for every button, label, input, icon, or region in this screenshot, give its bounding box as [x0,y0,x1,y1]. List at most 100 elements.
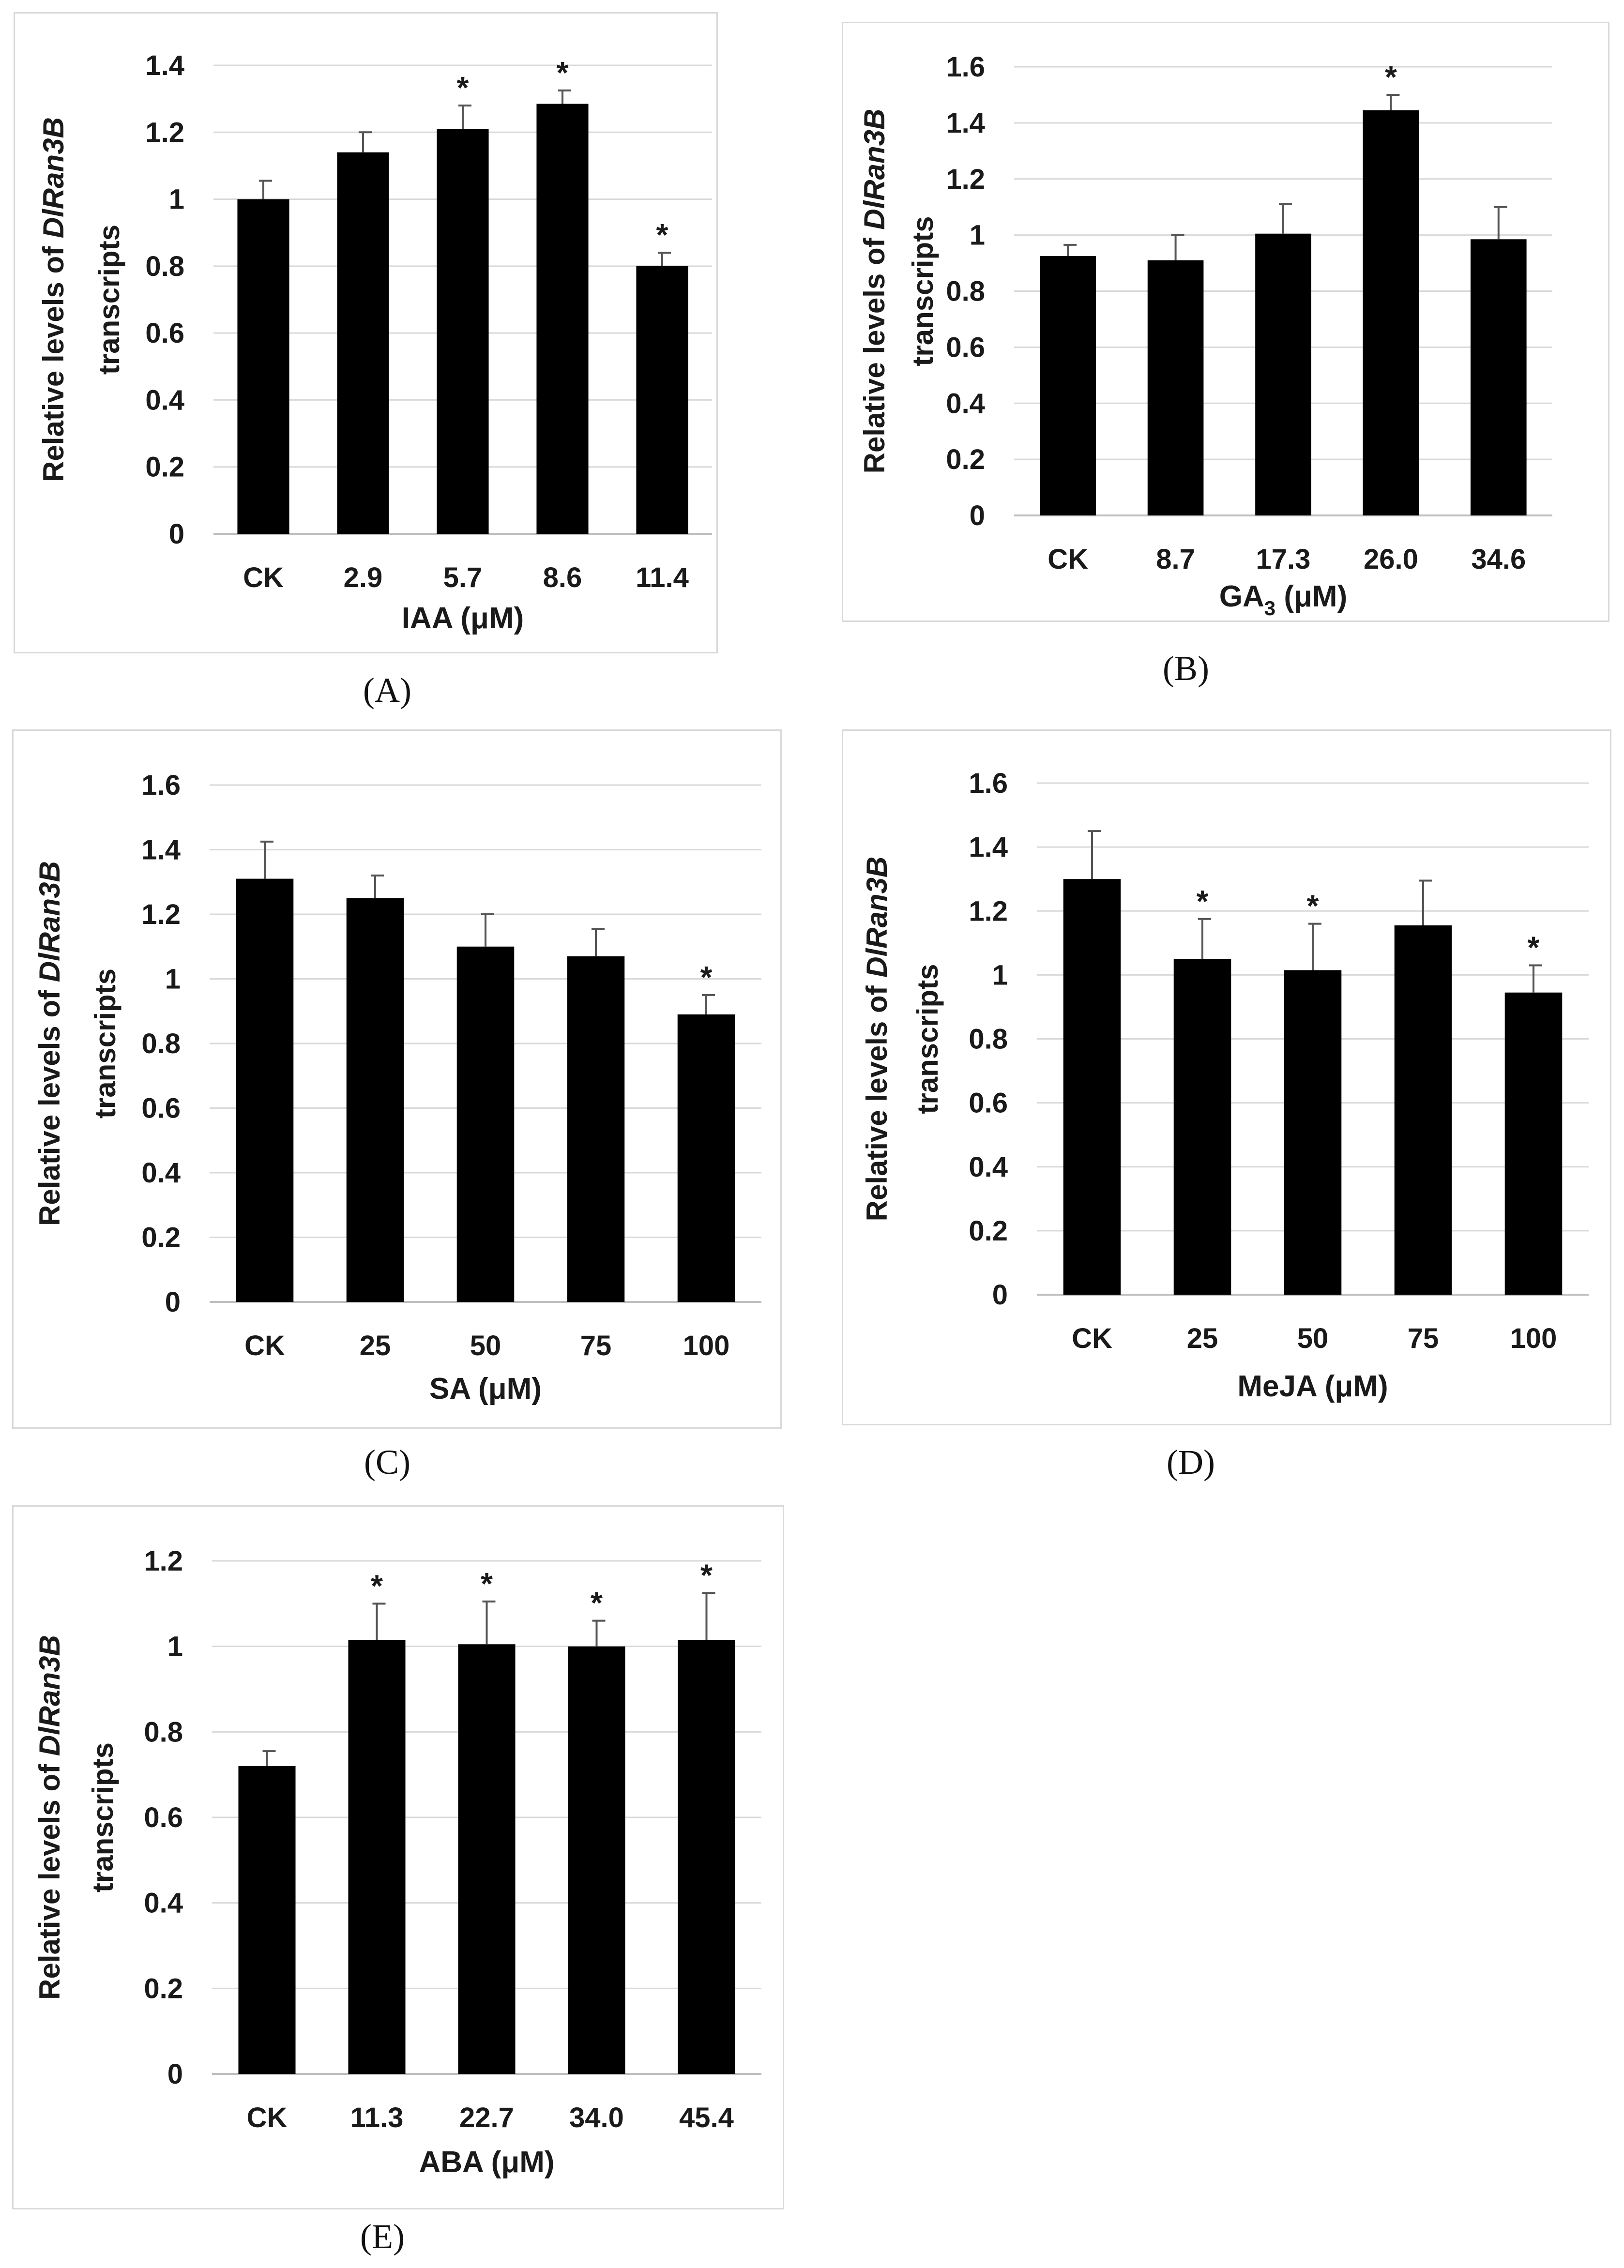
panel-label-b: (B) [1163,649,1209,688]
chart-e-svg: 0 0.2 0.4 0.6 0.8 1 1.2 CK * 11.3 * 22.7 * 34.0 * 45.4 R… [33,1545,761,2179]
bar [678,1640,735,2074]
significance-star: * [1385,60,1397,94]
bar [1394,925,1452,1295]
x-tick-label: 26.0 [1364,544,1418,575]
chart-panel-b: 0 0.2 0.4 0.6 0.8 1 1.2 1.4 1.6 CK 8.7 17.3 * 26.0 34.… [842,22,1609,622]
x-axis-label: MeJA (μM) [1237,1370,1388,1403]
x-axis-label: ABA (μM) [419,2146,554,2179]
bar [1063,879,1121,1295]
x-axis-label: IAA (μM) [402,602,524,635]
significance-star: * [700,960,713,995]
x-tick-label: 2.9 [344,562,383,593]
significance-star: * [1528,930,1540,965]
significance-star: * [700,1557,713,1592]
bar [337,152,389,534]
x-axis-label-main: GA [1219,580,1264,613]
x-tick-label: 8.7 [1156,544,1195,575]
y-tick-label: 0.4 [969,1151,1008,1183]
bar [567,956,625,1302]
x-tick-label: 25 [360,1330,391,1361]
y-tick-label: 0.8 [969,1024,1008,1055]
x-tick-label: CK [243,562,284,593]
bar [1040,256,1096,515]
y-tick-label: 1.6 [141,770,181,801]
y-tick-label: 1 [970,220,985,251]
chart-b-svg: 0 0.2 0.4 0.6 0.8 1 1.2 1.4 1.6 CK 8.7 17.3 * 26.0 34.… [858,51,1552,620]
bar [1255,233,1311,515]
y-tick-label: 1.6 [969,768,1008,799]
x-tick-label: 11.3 [350,2102,404,2133]
panel-label-d: (D) [1167,1443,1215,1482]
bar [456,946,515,1302]
x-tick-label: 50 [1297,1323,1329,1354]
significance-star: * [557,55,569,90]
chart-panel-d: 0 0.2 0.4 0.6 0.8 1 1.2 1.4 1.6 CK * 25 * 50 75 * 100 Rel… [842,729,1611,1425]
y-tick-label: 0.6 [946,332,985,363]
y-tick-label: 0.2 [144,1973,183,2004]
y-tick-label: 0.2 [141,1222,181,1254]
x-tick-label: 25 [1187,1323,1218,1354]
x-tick-label: CK [244,1330,285,1361]
x-tick-label: 75 [580,1330,612,1361]
x-tick-label: 8.6 [543,562,582,593]
x-tick-label: 75 [1408,1323,1439,1354]
x-tick-label: 45.4 [679,2102,734,2133]
bar [1284,970,1342,1295]
y-tick-label: 0.6 [145,318,184,349]
chart-panel-c: 0 0.2 0.4 0.6 0.8 1 1.2 1.4 1.6 CK 25 50 75 * 100 Relat… [12,729,782,1429]
panel-label-c: (C) [364,1443,410,1482]
y-tick-label: 0 [169,518,184,550]
significance-star: * [1307,889,1319,923]
x-tick-label: 100 [1510,1323,1557,1354]
y-tick-label: 1 [169,184,184,215]
y-tick-label: 0.4 [145,384,184,416]
y-axis-label-gene: DlRan3B [33,861,66,982]
bar [636,266,688,534]
y-axis-label-line2: transcripts [87,1742,119,1892]
y-tick-label: 0 [970,500,985,531]
x-tick-label: 34.6 [1471,544,1526,575]
y-tick-label: 0.8 [144,1716,183,1748]
y-tick-label: 0.6 [969,1088,1008,1119]
y-axis-label-text: Relative levels of [37,238,70,482]
y-tick-label: 1 [167,1631,183,1663]
bar [1147,260,1204,515]
y-tick-label: 0.4 [144,1888,183,1919]
y-tick-label: 1 [992,959,1008,991]
bar [1470,239,1527,515]
significance-star: * [481,1566,493,1601]
y-tick-label: 0 [167,2058,183,2090]
y-tick-label: 1.2 [969,895,1008,927]
y-axis-label: Relative levels of DlRan3B [33,861,66,1226]
y-axis-label-line2: transcripts [911,964,944,1114]
x-tick-label: 5.7 [443,562,483,593]
y-tick-label: 0.8 [145,251,184,282]
bar [568,1646,625,2074]
y-tick-label: 1.2 [141,899,181,930]
significance-star: * [371,1568,383,1603]
y-axis-label-gene: DlRan3B [861,857,893,978]
y-tick-label: 0.2 [946,444,985,475]
chart-panel-a: 0 0.2 0.4 0.6 0.8 1 1.2 1.4 CK 2.9 * 5.7 * 8.6 * 11.4 Re… [14,12,718,653]
y-tick-label: 0.8 [141,1028,181,1059]
y-axis-label-line2: transcripts [93,225,125,375]
y-tick-label: 0.4 [946,388,985,419]
y-axis-label-gene: DlRan3B [858,109,891,230]
y-axis-label-text: Relative levels of [861,978,893,1222]
y-axis-label-text: Relative levels of [858,230,891,474]
y-axis-label: Relative levels of DlRan3B [861,857,893,1222]
significance-star: * [1197,884,1209,919]
y-tick-label: 1.6 [946,51,985,83]
bar [437,129,489,534]
y-tick-label: 0.6 [144,1802,183,1833]
bar [536,104,589,534]
x-tick-label: 50 [470,1330,501,1361]
y-tick-label: 0.2 [145,452,184,483]
bar [346,898,404,1302]
x-tick-label: 34.0 [569,2102,624,2133]
y-tick-label: 1.2 [946,164,985,195]
chart-d-svg: 0 0.2 0.4 0.6 0.8 1 1.2 1.4 1.6 CK * 25 * 50 75 * 100 Rel… [861,768,1589,1403]
chart-a-svg: 0 0.2 0.4 0.6 0.8 1 1.2 1.4 CK 2.9 * 5.7 * 8.6 * 11.4 Re… [37,50,712,635]
bar [237,199,289,534]
x-axis-label-sub: 3 [1264,597,1275,620]
